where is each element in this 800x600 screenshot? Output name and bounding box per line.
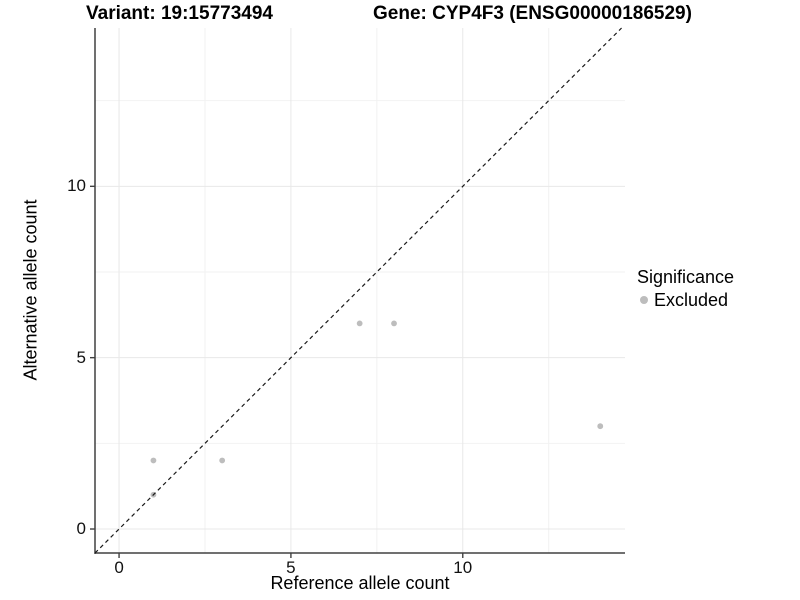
legend-title: Significance xyxy=(637,267,735,287)
y-tick-label: 0 xyxy=(76,519,86,538)
x-axis-title: Reference allele count xyxy=(270,573,450,593)
x-tick-label: 10 xyxy=(453,558,473,577)
plot-title-gene: Gene: CYP4F3 (ENSG00000186529) xyxy=(373,3,692,24)
data-point xyxy=(391,320,397,327)
data-point xyxy=(597,423,604,430)
data-point xyxy=(219,457,226,464)
legend-entry-label: Excluded xyxy=(654,290,729,310)
data-point xyxy=(150,457,157,464)
y-tick-label: 10 xyxy=(67,176,86,196)
x-tick-label: 5 xyxy=(286,558,296,577)
y-tick-label: 5 xyxy=(76,347,86,367)
legend: Significance Excluded xyxy=(637,266,734,310)
plot-title-variant: Variant: 19:15773494 xyxy=(86,3,273,24)
y-axis-title: Alternative allele count xyxy=(20,199,41,381)
legend-point-icon xyxy=(640,296,648,304)
x-tick-label: 0 xyxy=(114,558,124,577)
legend-entry-excluded: Excluded xyxy=(637,290,734,310)
data-point xyxy=(356,320,363,327)
identity-line xyxy=(94,27,622,554)
